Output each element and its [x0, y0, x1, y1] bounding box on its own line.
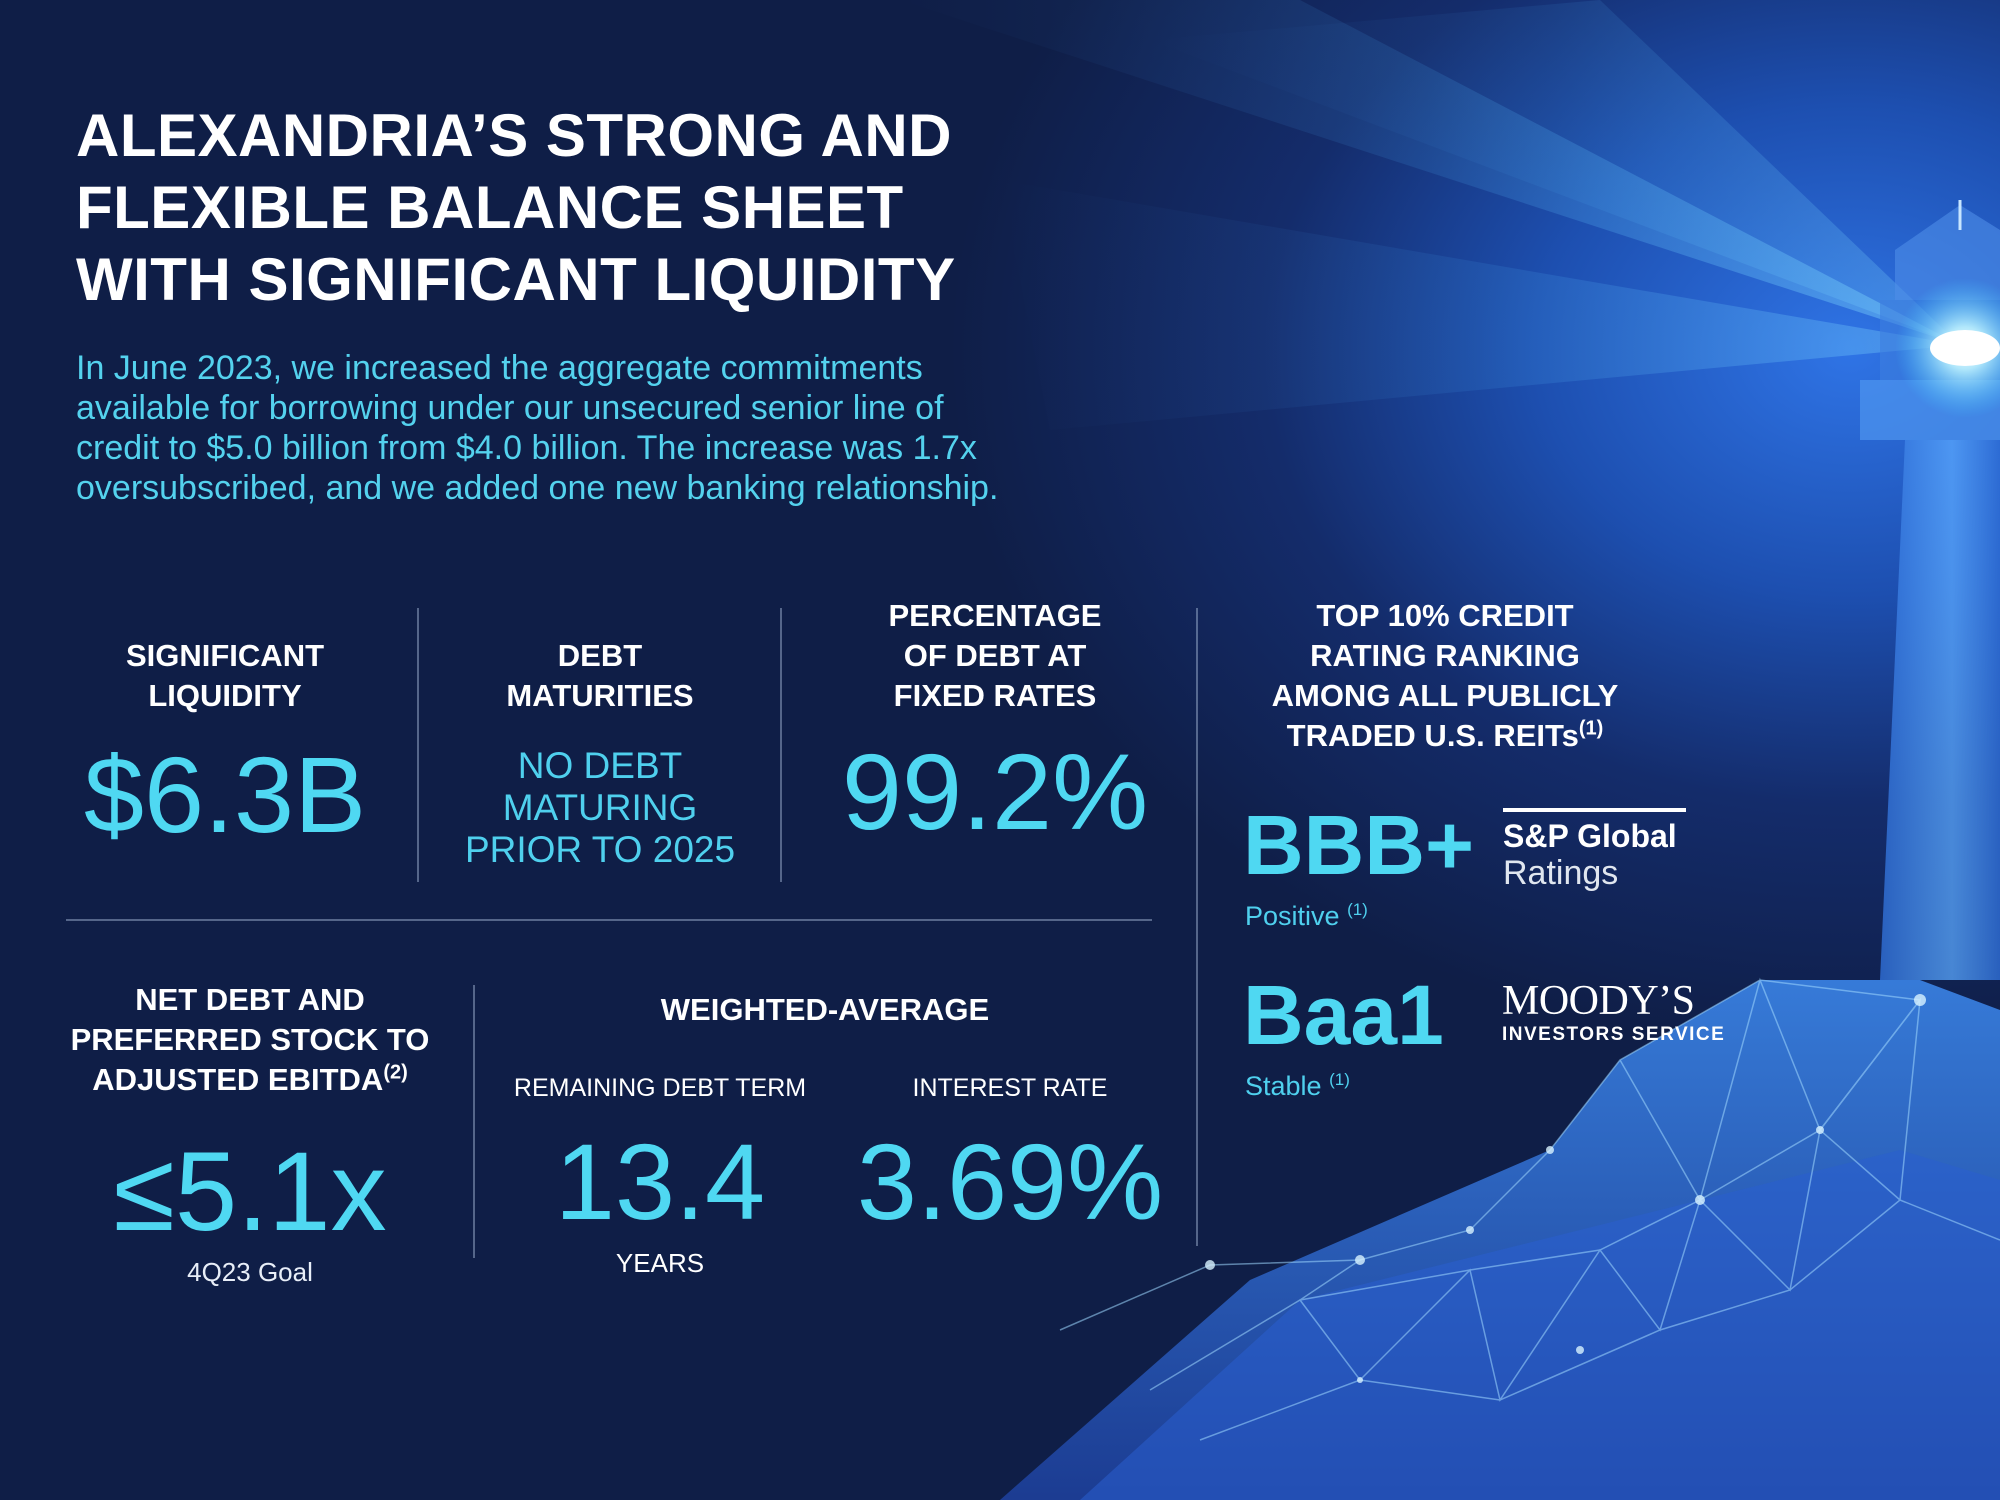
maturities-value: NO DEBT MATURING PRIOR TO 2025 — [430, 745, 770, 871]
label-line: SIGNIFICANT — [125, 638, 325, 673]
rate-label: INTEREST RATE — [912, 1074, 1108, 1102]
logo-text: INVESTORS SERVICE — [1502, 1024, 1726, 1045]
net-debt-label: NET DEBT AND PREFERRED STOCK TO ADJUSTED… — [45, 980, 455, 1100]
credit-label: TOP 10% CREDIT RATING RANKING AMONG ALL … — [1220, 596, 1670, 756]
fixed-rate-value: 99.2% — [841, 731, 1149, 852]
intro-line: available for borrowing under our unsecu… — [76, 389, 944, 427]
title-line: ALEXANDRIA’S STRONG AND — [76, 102, 952, 169]
rate-value: 3.69% — [856, 1121, 1164, 1242]
weighted-average-label: WEIGHTED-AVERAGE — [660, 992, 990, 1027]
term-unit: YEARS — [615, 1248, 705, 1278]
title-line: WITH SIGNIFICANT LIQUIDITY — [76, 246, 956, 313]
liquidity-label: SIGNIFICANT LIQUIDITY — [60, 636, 390, 716]
footnote-marker: (1) — [1347, 900, 1368, 919]
value-line: NO DEBT — [517, 745, 683, 786]
divider — [780, 608, 782, 882]
label-line: PERCENTAGE — [888, 598, 1102, 633]
label-line: TRADED U.S. REITs(1) — [1286, 717, 1604, 753]
divider — [417, 608, 419, 882]
footnote-marker: (2) — [383, 1061, 408, 1084]
liquidity-value: $6.3B — [83, 734, 367, 855]
footnote-marker: (1) — [1329, 1070, 1350, 1089]
intro-line: oversubscribed, and we added one new ban… — [76, 469, 999, 507]
term-value: 13.4 — [554, 1121, 766, 1242]
label-line: TOP 10% CREDIT — [1316, 598, 1574, 633]
footnote-marker: (1) — [1578, 717, 1604, 740]
net-debt-caption: 4Q23 Goal — [187, 1257, 313, 1287]
label-line: OF DEBT AT — [903, 638, 1087, 673]
label-line: DEBT — [557, 638, 643, 673]
logo-bar — [1503, 808, 1686, 812]
divider — [473, 985, 475, 1258]
moodys-outlook: Stable (1) — [1245, 1070, 1350, 1101]
logo-text: Ratings — [1503, 854, 1619, 892]
label-line: MATURITIES — [506, 678, 694, 713]
intro-line: In June 2023, we increased the aggregate… — [76, 349, 923, 387]
fixed-rate-label: PERCENTAGE OF DEBT AT FIXED RATES — [820, 596, 1170, 716]
label-line: PREFERRED STOCK TO — [70, 1022, 430, 1057]
divider — [1196, 608, 1198, 1246]
page-title: ALEXANDRIA’S STRONG AND FLEXIBLE BALANCE… — [76, 100, 1076, 316]
moodys-rating: Baa1 — [1243, 968, 1444, 1062]
sp-global-logo: S&P Global Ratings — [1503, 808, 1687, 892]
label-line: RATING RANKING — [1310, 638, 1580, 673]
label-line: NET DEBT AND — [135, 982, 365, 1017]
value-line: MATURING — [502, 787, 698, 828]
intro-line: credit to $5.0 billion from $4.0 billion… — [76, 429, 977, 467]
label-line: ADJUSTED EBITDA(2) — [92, 1061, 408, 1097]
maturities-label: DEBT MATURITIES — [430, 636, 770, 716]
label-line: LIQUIDITY — [148, 678, 302, 713]
title-line: FLEXIBLE BALANCE SHEET — [76, 174, 904, 241]
sp-outlook: Positive (1) — [1245, 900, 1368, 931]
horizontal-divider — [66, 919, 1152, 921]
term-label: REMAINING DEBT TERM — [513, 1074, 807, 1102]
net-debt-value: ≤5.1x — [113, 1129, 387, 1254]
logo-text: MOODY’S — [1502, 978, 1695, 1024]
intro-paragraph: In June 2023, we increased the aggregate… — [76, 348, 1156, 508]
label-line: FIXED RATES — [893, 678, 1097, 713]
moodys-logo: MOODY’S INVESTORS SERVICE — [1502, 980, 1725, 1046]
label-line: AMONG ALL PUBLICLY — [1271, 678, 1619, 713]
sp-rating: BBB+ — [1243, 798, 1475, 892]
logo-text: S&P Global — [1503, 818, 1677, 854]
value-line: PRIOR TO 2025 — [464, 829, 736, 870]
